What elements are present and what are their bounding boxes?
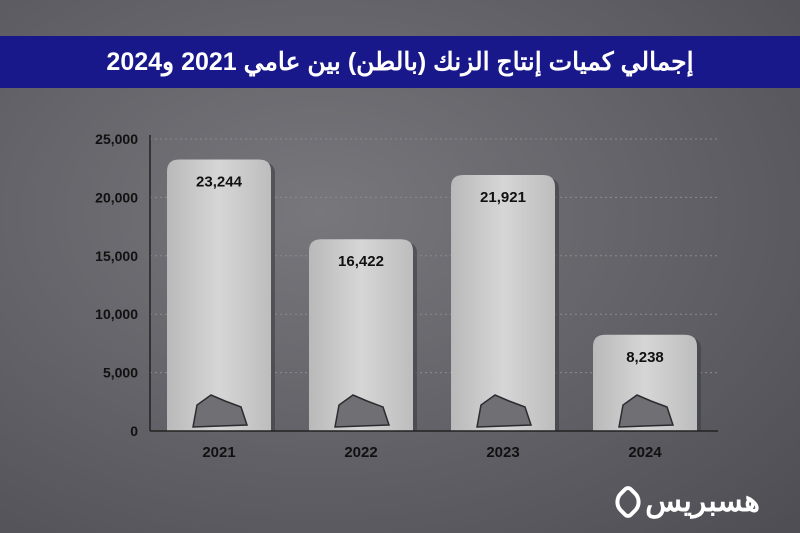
x-tick-label: 2021 — [202, 444, 235, 461]
bar-value-label: 8,238 — [626, 349, 664, 366]
x-tick-label: 2024 — [628, 444, 662, 461]
y-tick-label: 20,000 — [95, 189, 138, 205]
zinc-ore-icon — [618, 394, 675, 428]
x-tick-label: 2023 — [486, 444, 519, 461]
bar — [451, 174, 555, 432]
bar — [593, 334, 697, 431]
bar — [167, 159, 271, 432]
chart-title: إجمالي كميات إنتاج الزنك (بالطن) بين عام… — [106, 48, 694, 76]
zinc-ore-icon — [192, 394, 249, 428]
logo-mark-icon — [609, 483, 647, 520]
bar-value-label: 23,244 — [196, 174, 243, 191]
bar-value-label: 21,921 — [480, 189, 526, 206]
y-tick-label: 10,000 — [95, 306, 138, 322]
x-tick-label: 2022 — [344, 444, 377, 461]
y-tick-label: 25,000 — [95, 131, 138, 147]
y-tick-label: 5,000 — [103, 365, 138, 381]
zinc-ore-icon — [476, 394, 533, 428]
y-tick-label: 0 — [130, 423, 138, 439]
bar — [309, 239, 413, 431]
logo-text: هسبريس — [645, 485, 760, 518]
zinc-ore-icon — [334, 394, 391, 428]
y-tick-label: 15,000 — [95, 248, 138, 264]
title-bar: إجمالي كميات إنتاج الزنك (بالطن) بين عام… — [0, 36, 800, 88]
bar-value-label: 16,422 — [338, 253, 384, 270]
hespress-logo: هسبريس — [609, 483, 760, 520]
